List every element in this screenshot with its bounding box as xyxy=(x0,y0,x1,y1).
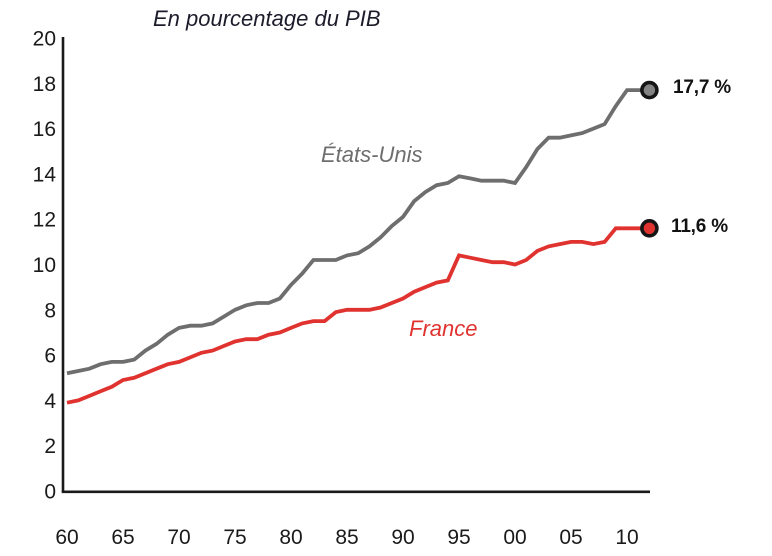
y-tick-label: 16 xyxy=(33,118,56,141)
series-lines xyxy=(66,88,650,405)
x-tick-label: 70 xyxy=(167,526,190,549)
series-end-markers xyxy=(640,80,659,238)
chart-title: En pourcentage du PIB xyxy=(153,6,381,31)
x-tick-label: 75 xyxy=(223,526,246,549)
x-tick-label: 85 xyxy=(335,526,358,549)
x-tick-label: 90 xyxy=(391,526,414,549)
x-tick-label: 10 xyxy=(615,526,638,549)
y-tick-label: 14 xyxy=(33,163,57,186)
x-tick-label: 80 xyxy=(279,526,302,549)
x-tick-label: 60 xyxy=(55,526,78,549)
end-marker--tats-unis xyxy=(640,80,659,100)
series-label-france: France xyxy=(409,316,478,341)
x-tick-label: 00 xyxy=(503,526,526,549)
series-line-france xyxy=(66,226,650,405)
x-tick-label: 05 xyxy=(559,526,582,549)
end-value-label-france: 11,6 % xyxy=(671,216,728,237)
y-tick-label: 18 xyxy=(33,73,56,96)
x-tick-labels: 60 65 70 75 80 85 90 95 00 05 10 xyxy=(55,526,638,549)
y-tick-label: 20 xyxy=(33,28,56,51)
y-tick-label: 8 xyxy=(44,299,56,322)
end-marker-france xyxy=(640,219,659,238)
series-label-etats-unis: États-Unis xyxy=(321,142,423,167)
y-tick-label: 4 xyxy=(44,390,56,413)
series-line--tats-unis xyxy=(66,88,650,376)
axes xyxy=(61,37,650,494)
x-tick-label: 65 xyxy=(111,526,134,549)
y-tick-label: 10 xyxy=(33,254,56,277)
y-tick-label: 6 xyxy=(44,345,56,368)
y-tick-label: 12 xyxy=(33,209,56,232)
x-tick-label: 95 xyxy=(447,526,470,549)
y-tick-label: 0 xyxy=(44,481,56,504)
y-tick-label: 2 xyxy=(44,435,56,458)
end-value-label-etats-unis: 17,7 % xyxy=(673,77,731,98)
y-tick-labels: 0 2 4 6 8 10 12 14 16 18 20 xyxy=(33,28,57,504)
